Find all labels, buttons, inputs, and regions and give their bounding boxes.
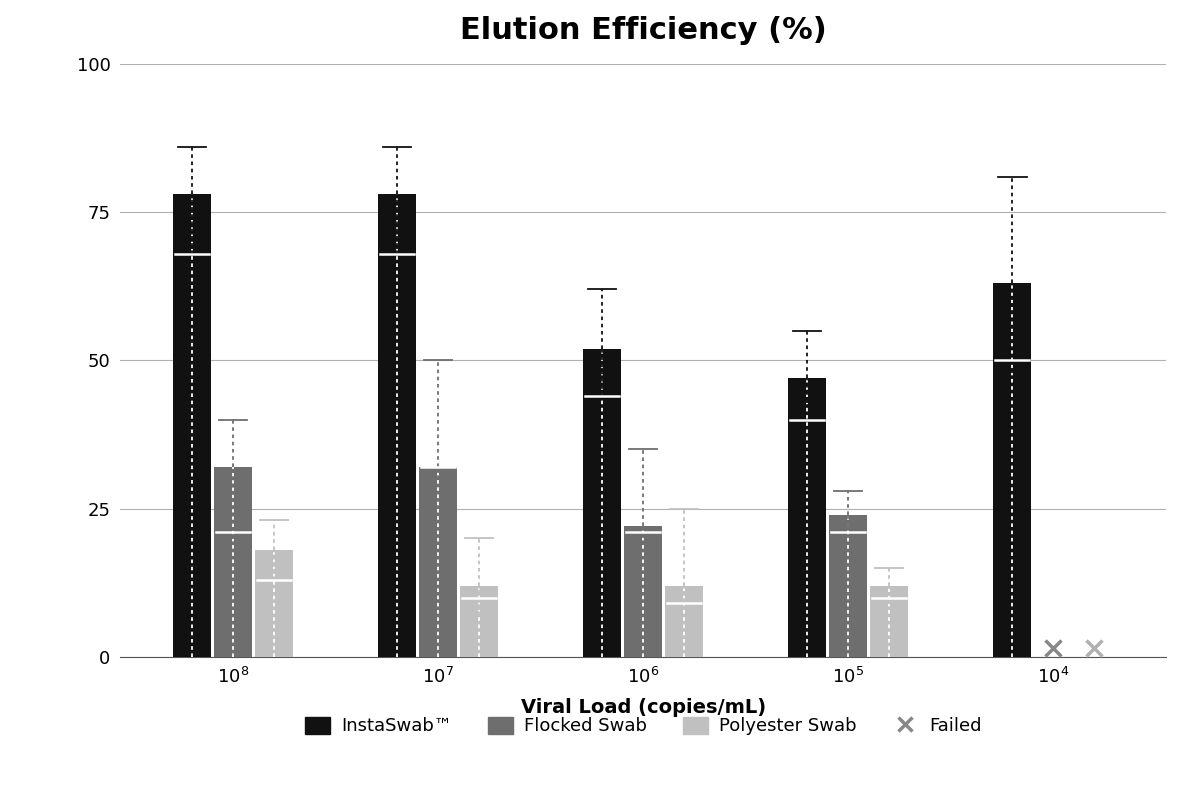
Bar (624, 526, 662, 657)
Bar (665, 586, 703, 657)
Bar (419, 467, 457, 657)
Bar (255, 550, 293, 657)
Bar (789, 378, 826, 657)
Bar (583, 348, 621, 657)
Bar (870, 586, 909, 657)
Title: Elution Efficiency (%): Elution Efficiency (%) (459, 16, 827, 45)
Bar (214, 467, 252, 657)
Bar (377, 195, 416, 657)
Bar (173, 195, 212, 657)
Legend: InstaSwab™, Flocked Swab, Polyester Swab, Failed: InstaSwab™, Flocked Swab, Polyester Swab… (297, 710, 989, 743)
X-axis label: Viral Load (copies/mL): Viral Load (copies/mL) (520, 698, 766, 717)
Bar (460, 586, 498, 657)
Bar (993, 284, 1031, 657)
Bar (829, 514, 867, 657)
